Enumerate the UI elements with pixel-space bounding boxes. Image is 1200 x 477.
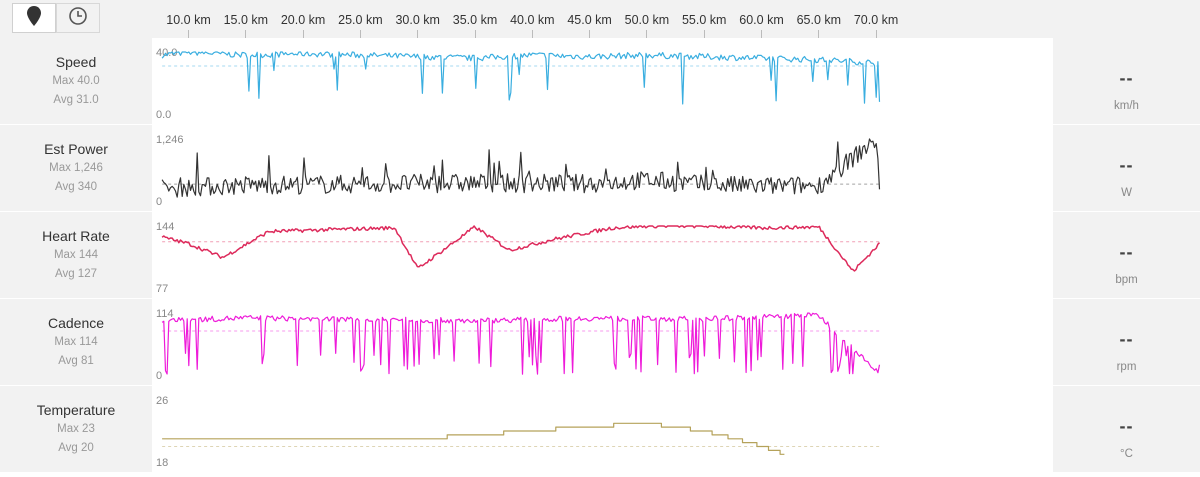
metric-chart[interactable]: 26 18 bbox=[152, 386, 1053, 472]
distance-tick-label: 35.0 km bbox=[452, 13, 498, 27]
metric-summary: Heart Rate Max 144 Avg 127 bbox=[0, 212, 152, 298]
distance-tick-label: 15.0 km bbox=[223, 13, 269, 27]
distance-tick bbox=[589, 30, 591, 38]
metric-chart[interactable]: 40.0 0.0 bbox=[152, 38, 1053, 124]
metric-chart[interactable]: 144 77 bbox=[152, 212, 1053, 298]
metric-avg: Avg 340 bbox=[55, 181, 97, 193]
distance-tick bbox=[531, 30, 533, 38]
current-value: -- bbox=[1119, 68, 1134, 88]
metric-current: -- bpm bbox=[1053, 212, 1200, 298]
distance-tick-label: 10.0 km bbox=[166, 13, 211, 27]
metric-unit: bpm bbox=[1115, 274, 1138, 286]
distance-tick-label: 50.0 km bbox=[624, 13, 670, 27]
metric-summary: Est Power Max 1,246 Avg 340 bbox=[0, 125, 152, 211]
metric-current: -- °C bbox=[1053, 386, 1200, 472]
metric-max: Max 144 bbox=[53, 249, 99, 261]
distance-tick bbox=[359, 30, 361, 38]
series-line-speed bbox=[161, 51, 881, 105]
distance-tick-label: 45.0 km bbox=[567, 13, 612, 27]
metric-name: Speed bbox=[55, 54, 97, 70]
distance-tick-label: 20.0 km bbox=[280, 13, 326, 27]
distance-tick-label: 60.0 km bbox=[739, 13, 784, 27]
y-axis-max-label: 26 bbox=[156, 395, 168, 407]
metric-row-power: Est Power Max 1,246 Avg 340 1,246 0 -- W bbox=[0, 125, 1200, 211]
distance-tick-label: 40.0 km bbox=[510, 13, 555, 27]
current-value: -- bbox=[1119, 155, 1134, 175]
metric-max: Max 23 bbox=[57, 423, 95, 435]
metric-current: -- rpm bbox=[1053, 299, 1200, 385]
metric-summary: Temperature Max 23 Avg 20 bbox=[0, 386, 152, 472]
distance-tick bbox=[302, 30, 304, 38]
series-line-cadence bbox=[161, 312, 881, 375]
metric-unit: °C bbox=[1120, 448, 1133, 460]
y-axis-min-label: 0 bbox=[156, 370, 162, 382]
metric-chart-svg: 40.0 0.0 bbox=[156, 47, 881, 121]
metric-current: -- W bbox=[1053, 125, 1200, 211]
metric-current: -- km/h bbox=[1053, 38, 1200, 124]
metric-name: Temperature bbox=[36, 402, 116, 418]
metric-max: Max 40.0 bbox=[52, 75, 100, 87]
metric-row-temperature: Temperature Max 23 Avg 20 26 18 -- °C bbox=[0, 386, 1200, 472]
distance-tick bbox=[188, 30, 189, 38]
time-view-button[interactable] bbox=[56, 3, 100, 33]
distance-tick-label: 55.0 km bbox=[681, 13, 727, 27]
distance-tick bbox=[761, 30, 762, 38]
y-axis-max-label: 144 bbox=[156, 221, 174, 233]
current-value: -- bbox=[1119, 329, 1134, 349]
metric-row-speed: Speed Max 40.0 Avg 31.0 40.0 0.0 -- km/h bbox=[0, 38, 1200, 124]
series-line-power bbox=[161, 138, 881, 198]
distance-tick bbox=[417, 30, 419, 38]
clock-icon bbox=[68, 6, 88, 31]
metric-max: Max 114 bbox=[54, 336, 98, 348]
distance-tick bbox=[818, 30, 820, 38]
series-line-heart-rate bbox=[161, 225, 881, 272]
metric-avg: Avg 81 bbox=[58, 355, 94, 367]
distance-tick bbox=[474, 30, 476, 38]
metric-name: Est Power bbox=[44, 141, 108, 157]
metric-summary: Cadence Max 114 Avg 81 bbox=[0, 299, 152, 385]
metric-avg: Avg 127 bbox=[55, 268, 97, 280]
y-axis-max-label: 114 bbox=[156, 308, 174, 320]
metric-chart[interactable]: 114 0 bbox=[152, 299, 1053, 385]
y-axis-min-label: 0 bbox=[156, 196, 162, 208]
distance-tick-label: 65.0 km bbox=[796, 13, 842, 27]
top-bar: 10.0 km 15.0 km 20.0 km 25.0 km 30.0 km 35.0 … bbox=[0, 0, 1200, 38]
y-axis-max-label: 1,246 bbox=[156, 134, 184, 146]
current-value: -- bbox=[1119, 416, 1134, 436]
map-pin-icon bbox=[27, 5, 41, 31]
metric-name: Cadence bbox=[47, 315, 105, 331]
metric-chart-svg: 144 77 bbox=[156, 221, 881, 295]
metric-unit: km/h bbox=[1114, 100, 1139, 112]
y-axis-min-label: 18 bbox=[156, 457, 168, 469]
metric-avg: Avg 31.0 bbox=[53, 94, 99, 106]
map-view-button[interactable] bbox=[12, 3, 56, 33]
metric-summary: Speed Max 40.0 Avg 31.0 bbox=[0, 38, 152, 124]
distance-tick bbox=[703, 30, 705, 38]
current-value: -- bbox=[1119, 242, 1134, 262]
metric-avg: Avg 20 bbox=[58, 442, 94, 454]
metric-unit: rpm bbox=[1116, 361, 1137, 373]
metric-chart-svg: 1,246 0 bbox=[156, 134, 881, 208]
metric-max: Max 1,246 bbox=[49, 162, 103, 174]
metric-unit: W bbox=[1121, 187, 1132, 199]
distance-tick bbox=[646, 30, 648, 38]
metric-chart[interactable]: 1,246 0 bbox=[152, 125, 1053, 211]
distance-tick-label: 70.0 km bbox=[853, 13, 899, 27]
distance-tick-label: 30.0 km bbox=[395, 13, 440, 27]
metric-row-cadence: Cadence Max 114 Avg 81 114 0 -- rpm bbox=[0, 299, 1200, 385]
metric-row-heart-rate: Heart Rate Max 144 Avg 127 144 77 -- bpm bbox=[0, 212, 1200, 298]
y-axis-min-label: 0.0 bbox=[156, 109, 171, 121]
metric-name: Heart Rate bbox=[42, 228, 110, 244]
distance-tick bbox=[875, 30, 877, 38]
series-line-temperature bbox=[162, 422, 785, 455]
y-axis-max-label: 40.0 bbox=[156, 47, 177, 59]
y-axis-min-label: 77 bbox=[156, 283, 168, 295]
metric-chart-svg: 26 18 bbox=[156, 395, 880, 469]
distance-tick-label: 25.0 km bbox=[338, 13, 383, 27]
distance-tick bbox=[245, 30, 247, 38]
metric-chart-svg: 114 0 bbox=[156, 308, 881, 382]
